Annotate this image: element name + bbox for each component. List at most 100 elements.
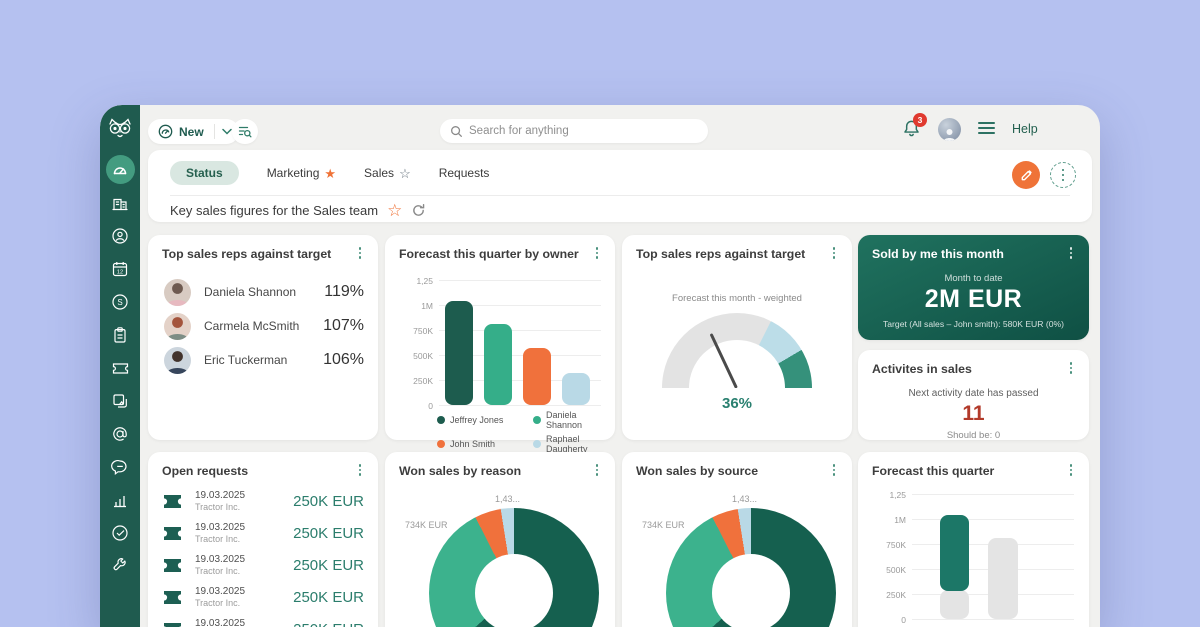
card-gauge: Top sales reps against target Forecast t… xyxy=(622,235,852,440)
card-title: Forecast this quarter by owner xyxy=(399,247,579,261)
ticket-icon xyxy=(162,557,184,574)
sidebar-item-chat[interactable] xyxy=(100,450,140,483)
list-search-icon xyxy=(238,126,252,138)
new-button[interactable]: New xyxy=(148,119,214,144)
gauge-value: 36% xyxy=(721,395,753,412)
rep-value: 119% xyxy=(324,283,364,300)
card-title: Top sales reps against target xyxy=(162,247,332,261)
sidebar-item-goals[interactable] xyxy=(100,516,140,549)
bar-chart xyxy=(439,280,601,406)
period-label: Month to date xyxy=(944,273,1003,284)
card-title: Top sales reps against target xyxy=(636,247,806,261)
user-avatar[interactable] xyxy=(938,118,961,141)
ticket-icon xyxy=(112,362,128,374)
activities-should-be: Should be: 0 xyxy=(946,430,1001,441)
dashboard-more-button[interactable] xyxy=(1050,162,1076,188)
sidebar-item-mentions[interactable] xyxy=(100,417,140,450)
card-won-by-reason: Won sales by reason 1,43... 734K EUR 2,4… xyxy=(385,452,615,627)
chevron-down-icon xyxy=(221,128,232,135)
clipboard-icon xyxy=(114,326,126,343)
card-title: Open requests xyxy=(162,464,249,478)
sidebar-item-documents[interactable] xyxy=(100,384,140,417)
sidebar-item-dashboard[interactable] xyxy=(100,153,140,186)
card-won-by-source: Won sales by source 1,43... 734K EUR 2,4… xyxy=(622,452,852,627)
card-forecast-quarter: Forecast this quarter 1,25 1M 750K 500K … xyxy=(858,452,1089,627)
card-menu-button[interactable] xyxy=(1063,245,1079,261)
sidebar-item-deals[interactable] xyxy=(100,351,140,384)
card-menu-button[interactable] xyxy=(1063,462,1079,478)
rep-name: Eric Tuckerman xyxy=(204,353,288,367)
dashboard-icon xyxy=(105,155,135,184)
sidebar-item-settings[interactable] xyxy=(100,549,140,582)
stacked-bar-chart xyxy=(912,494,1074,620)
activities-note: Next activity date has passed xyxy=(908,388,1039,399)
card-menu-button[interactable] xyxy=(352,462,368,478)
donut-chart xyxy=(429,508,599,627)
donut-label-top: 1,43... xyxy=(495,494,521,504)
tab-sales[interactable]: Sales ☆ xyxy=(364,165,411,181)
menu-button[interactable] xyxy=(978,122,995,135)
help-link[interactable]: Help xyxy=(1012,122,1038,136)
ticket-icon xyxy=(162,589,184,606)
sidebar-item-calendar[interactable]: 12 xyxy=(100,252,140,285)
edit-dashboard-button[interactable] xyxy=(1012,161,1040,189)
card-menu-button[interactable] xyxy=(352,245,368,261)
card-menu-button[interactable] xyxy=(589,462,605,478)
rep-row[interactable]: Daniela Shannon 119% xyxy=(164,277,364,307)
y-tick: 1,25 xyxy=(889,490,906,500)
sidebar-item-contacts[interactable] xyxy=(100,219,140,252)
sidebar-item-reports[interactable] xyxy=(100,483,140,516)
refresh-icon[interactable] xyxy=(411,203,426,218)
at-icon xyxy=(113,426,127,441)
sidebar-item-organizations[interactable] xyxy=(100,186,140,219)
saved-search-button[interactable] xyxy=(232,119,258,144)
card-title: Won sales by source xyxy=(636,464,759,478)
new-dropdown-button[interactable] xyxy=(215,119,239,144)
new-button-group: New xyxy=(148,119,239,144)
legend-item: Jeffrey Jones xyxy=(437,410,533,430)
sidebar-item-tasks[interactable] xyxy=(100,318,140,351)
card-menu-button[interactable] xyxy=(826,245,842,261)
svg-text:12: 12 xyxy=(117,269,123,275)
rep-row[interactable]: Carmela McSmith 107% xyxy=(164,311,364,341)
gauge-chart xyxy=(662,313,812,388)
rep-value: 107% xyxy=(323,317,364,334)
gauge-needle xyxy=(709,333,739,388)
target-icon xyxy=(112,524,128,541)
bar-segment-gray xyxy=(940,590,969,619)
search-input[interactable] xyxy=(469,125,698,137)
donut-label-left: 734K EUR xyxy=(405,520,448,530)
ticket-icon xyxy=(162,493,184,510)
contact-icon xyxy=(112,227,128,244)
money-icon: S xyxy=(112,293,128,310)
target-note: Target (All sales – John smith): 580K EU… xyxy=(882,319,1064,329)
card-menu-button[interactable] xyxy=(589,245,605,261)
sidebar-item-finance[interactable]: S xyxy=(100,285,140,318)
bar-jeffrey-jones xyxy=(445,301,473,405)
y-tick: 0 xyxy=(901,615,906,625)
bar-raphael-daugherty xyxy=(562,373,590,405)
dashboard-tabs: Status Marketing ★ Sales ☆ Requests xyxy=(170,160,489,186)
tab-requests[interactable]: Requests xyxy=(438,166,490,180)
legend-item: Daniela Shannon xyxy=(533,410,615,430)
rep-row[interactable]: Eric Tuckerman 106% xyxy=(164,345,364,375)
tab-status[interactable]: Status xyxy=(170,161,239,185)
amount-value: 2M EUR xyxy=(924,285,1023,313)
card-menu-button[interactable] xyxy=(826,462,842,478)
legend-item: Raphael Daugherty xyxy=(533,434,615,454)
card-menu-button[interactable] xyxy=(1063,360,1079,376)
search-icon xyxy=(451,125,462,137)
tab-marketing[interactable]: Marketing ★ xyxy=(266,165,337,181)
sidebar: 12 S xyxy=(100,105,140,627)
chat-icon xyxy=(111,459,127,475)
y-tick: 750K xyxy=(886,540,906,550)
y-tick: 250K xyxy=(886,590,906,600)
search-bar[interactable] xyxy=(440,119,708,143)
favorite-star-icon[interactable]: ☆ xyxy=(387,201,403,220)
star-filled-icon: ★ xyxy=(324,165,337,181)
